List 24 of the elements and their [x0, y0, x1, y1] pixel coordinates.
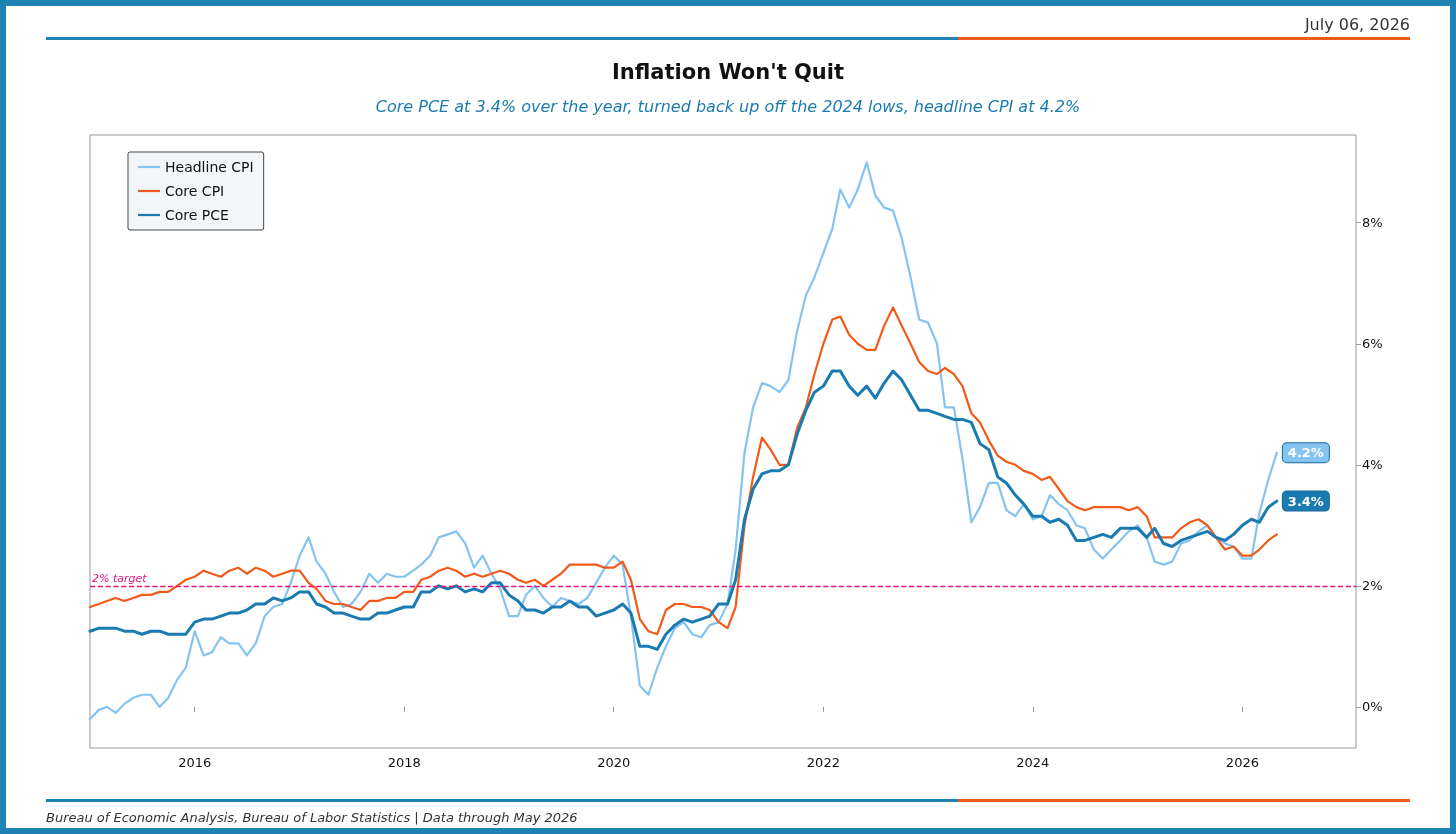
chart-subtitle: Core PCE at 3.4% over the year, turned back up off the 2024 lows, headline CPI at 4.2% — [375, 96, 1081, 116]
legend-label: Headline CPI — [165, 159, 254, 175]
x-tick-label: 2016 — [178, 755, 212, 770]
annotation: 3.4% — [1287, 493, 1324, 509]
line-series — [88, 161, 1278, 721]
x-tick-label: 2018 — [387, 755, 421, 770]
legend-label: Core PCE — [165, 207, 229, 223]
x-tick-label: 2026 — [1225, 755, 1259, 770]
y-tick-label: 4% — [1362, 457, 1383, 473]
x-tick-label: 2022 — [806, 755, 840, 770]
chart-title: Inflation Won't Quit — [611, 59, 845, 84]
ref-line-label: 2% target — [92, 571, 148, 585]
y-tick-label: 2% — [1362, 578, 1383, 594]
text: July 06, 2026 — [1304, 15, 1410, 34]
line-series — [88, 306, 1278, 636]
x-tick-label: 2024 — [1016, 755, 1050, 770]
line-series — [88, 369, 1279, 651]
y-tick-label: 0% — [1362, 699, 1383, 715]
annotation: 4.2% — [1287, 445, 1324, 461]
legend-label: Core CPI — [165, 183, 225, 199]
y-tick-label: 6% — [1362, 336, 1383, 352]
y-tick-label: 8% — [1362, 215, 1383, 231]
text: Bureau of Economic Analysis, Bureau of Labor Statistics | Data through May 2026 — [46, 810, 578, 825]
x-tick-label: 2020 — [597, 755, 631, 770]
